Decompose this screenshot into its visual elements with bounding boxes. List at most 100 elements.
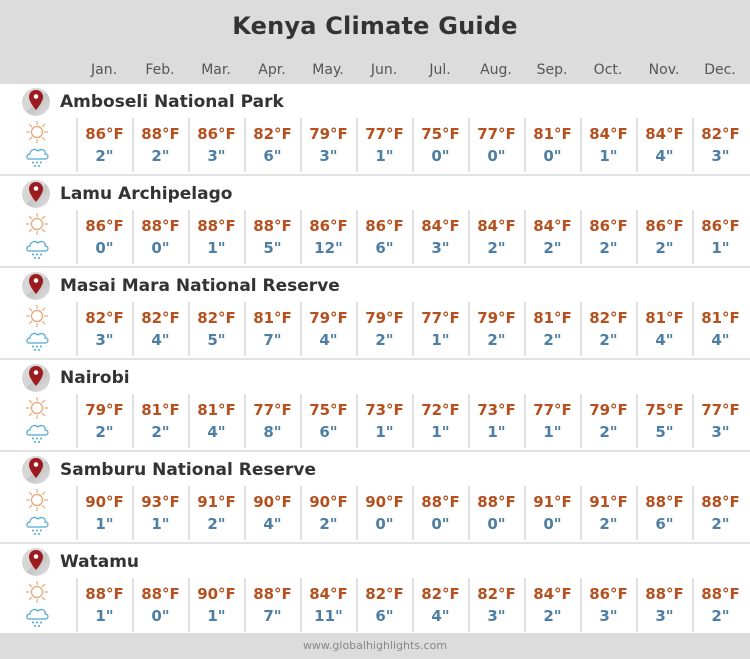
month-cell: 88°F 7" <box>244 578 299 632</box>
month-cell: 81°F 7" <box>244 302 299 356</box>
temperature-value: 88°F <box>645 493 684 511</box>
temperature-value: 84°F <box>589 125 628 143</box>
month-cell: 77°F 1" <box>356 118 411 172</box>
temperature-value: 81°F <box>197 401 236 419</box>
map-pin-icon <box>22 456 50 484</box>
temperature-value: 81°F <box>533 309 572 327</box>
month-cell: 82°F 4" <box>412 578 467 632</box>
sun-icon <box>24 304 50 328</box>
place-section: Masai Mara National Reserve <box>0 268 750 360</box>
month-cell: 77°F 1" <box>412 302 467 356</box>
rainfall-value: 7" <box>263 607 282 625</box>
month-cell: 79°F 2" <box>468 302 523 356</box>
place-header: Masai Mara National Reserve <box>22 272 340 300</box>
rainfall-value: 4" <box>711 331 730 349</box>
place-section: Lamu Archipelago <box>0 176 750 268</box>
rainfall-value: 3" <box>599 607 618 625</box>
month-cells: 90°F 1" 93°F 1" 91°F 2" 90°F 4" 90°F 2" … <box>76 486 748 540</box>
month-cell: 82°F 3" <box>692 118 747 172</box>
month-cell: 81°F 4" <box>636 302 691 356</box>
month-cell: 88°F 2" <box>692 486 747 540</box>
temperature-value: 77°F <box>477 125 516 143</box>
rainfall-value: 2" <box>655 239 674 257</box>
temperature-value: 79°F <box>85 401 124 419</box>
month-cell: 88°F 5" <box>244 210 299 264</box>
month-label: Sep. <box>536 62 568 78</box>
month-cell: 86°F 2" <box>580 210 635 264</box>
temperature-value: 77°F <box>253 401 292 419</box>
rainfall-value: 8" <box>263 423 282 441</box>
temperature-value: 82°F <box>141 309 180 327</box>
temperature-value: 90°F <box>309 493 348 511</box>
rainfall-value: 2" <box>711 515 730 533</box>
rainfall-value: 0" <box>151 239 170 257</box>
rainfall-value: 2" <box>151 147 170 165</box>
temperature-value: 91°F <box>533 493 572 511</box>
month-cell: 86°F 1" <box>692 210 747 264</box>
temperature-value: 90°F <box>85 493 124 511</box>
month-cell: 79°F 2" <box>356 302 411 356</box>
rainfall-value: 1" <box>431 331 450 349</box>
map-pin-icon <box>22 548 50 576</box>
month-cell: 91°F 0" <box>524 486 579 540</box>
temperature-value: 84°F <box>309 585 348 603</box>
temperature-value: 75°F <box>645 401 684 419</box>
temperature-value: 86°F <box>309 217 348 235</box>
month-cell: 86°F 0" <box>76 210 131 264</box>
rainfall-value: 2" <box>543 331 562 349</box>
rainfall-value: 4" <box>207 423 226 441</box>
temperature-value: 79°F <box>309 125 348 143</box>
temperature-value: 81°F <box>141 401 180 419</box>
temperature-value: 90°F <box>253 493 292 511</box>
rainfall-value: 1" <box>207 239 226 257</box>
source-link[interactable]: www.globalhighlights.com <box>302 639 448 652</box>
temperature-value: 81°F <box>701 309 740 327</box>
month-cell: 79°F 2" <box>76 394 131 448</box>
month-cell: 84°F 4" <box>636 118 691 172</box>
footer: www.globalhighlights.com <box>0 633 750 659</box>
month-label: Nov. <box>648 62 680 78</box>
temperature-value: 79°F <box>365 309 404 327</box>
sun-icon <box>24 488 50 512</box>
rainfall-value: 1" <box>151 515 170 533</box>
rainfall-value: 3" <box>95 331 114 349</box>
month-cell: 79°F 4" <box>300 302 355 356</box>
rainfall-value: 2" <box>151 423 170 441</box>
legend-icons <box>24 304 50 354</box>
temperature-value: 86°F <box>701 217 740 235</box>
rainfall-value: 2" <box>711 607 730 625</box>
month-cell: 82°F 4" <box>132 302 187 356</box>
month-label: May. <box>312 62 344 78</box>
month-cell: 84°F 3" <box>412 210 467 264</box>
rainfall-value: 4" <box>263 515 282 533</box>
month-cell: 77°F 0" <box>468 118 523 172</box>
rainfall-value: 3" <box>487 607 506 625</box>
temperature-value: 82°F <box>701 125 740 143</box>
rainfall-value: 6" <box>319 423 338 441</box>
temperature-value: 88°F <box>141 125 180 143</box>
temperature-value: 81°F <box>533 125 572 143</box>
month-cell: 88°F 0" <box>132 210 187 264</box>
legend-icons <box>24 580 50 630</box>
legend-icons <box>24 212 50 262</box>
temperature-value: 79°F <box>309 309 348 327</box>
sun-icon <box>24 120 50 144</box>
rainfall-value: 1" <box>375 423 394 441</box>
month-cells: 88°F 1" 88°F 0" 90°F 1" 88°F 7" 84°F 11"… <box>76 578 748 632</box>
sun-icon <box>24 580 50 604</box>
place-name: Lamu Archipelago <box>60 184 233 204</box>
month-label: Feb. <box>145 62 175 78</box>
map-pin-icon <box>22 364 50 392</box>
temperature-value: 81°F <box>645 309 684 327</box>
rainfall-value: 6" <box>375 239 394 257</box>
temperature-value: 93°F <box>141 493 180 511</box>
place-header: Amboseli National Park <box>22 88 284 116</box>
temperature-value: 88°F <box>421 493 460 511</box>
month-label: Dec. <box>704 62 736 78</box>
rainfall-value: 2" <box>319 515 338 533</box>
temperature-value: 75°F <box>421 125 460 143</box>
temperature-value: 82°F <box>197 309 236 327</box>
rainfall-value: 6" <box>263 147 282 165</box>
month-cell: 90°F 4" <box>244 486 299 540</box>
temperature-value: 84°F <box>421 217 460 235</box>
